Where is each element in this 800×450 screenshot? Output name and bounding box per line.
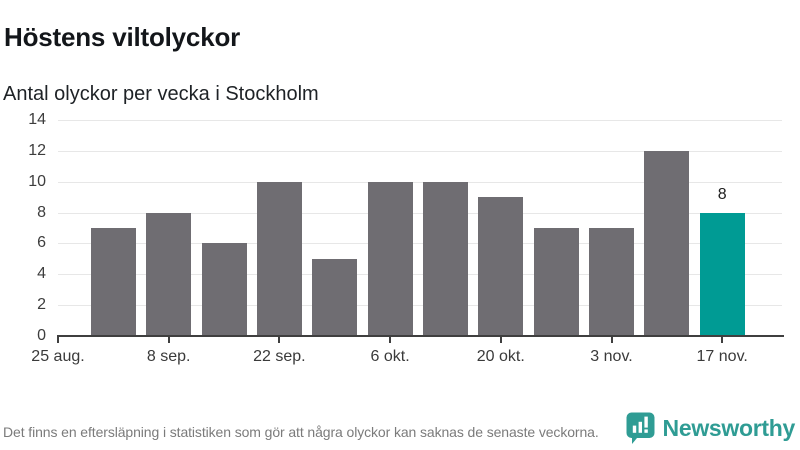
x-axis-line [57,335,784,337]
x-axis-tick-label: 17 nov. [696,348,748,365]
x-axis-tick [389,337,392,343]
y-axis-tick-label: 4 [37,265,46,283]
bar-week-1 [90,228,136,336]
chart-title: Höstens viltolyckor [4,22,241,53]
y-gridline [58,181,782,183]
bar-week-5 [312,258,358,336]
y-gridline [58,305,782,307]
x-axis-tick [167,337,170,343]
y-axis-tick-label: 12 [28,141,46,159]
x-axis-tick-label: 20 okt. [476,348,525,365]
bar-week-6 [367,181,413,336]
y-gridline [58,212,782,214]
x-axis-tick [278,337,281,343]
y-gridline [58,150,782,152]
x-axis-tick [610,337,613,343]
bar-week-7 [422,181,468,336]
x-axis-tick-label: 3 nov. [590,348,633,365]
y-gridline [58,243,782,245]
chart-subtitle: Antal olyckor per vecka i Stockholm [3,82,319,105]
bar-week-12 [699,212,745,336]
x-axis-tick [57,337,59,343]
bar-week-2 [146,212,192,336]
footnote: Det finns en eftersläpning i statistiken… [3,424,599,440]
bar-week-11 [644,150,690,336]
bar-chart: 0 2 4 6 8 10 12 14 8 25 aug. 8 sep. 22 sep. 6 okt. 20… [28,111,784,365]
y-axis-tick-label: 2 [37,296,46,314]
x-axis-tick-label: 6 okt. [370,348,410,365]
bar-week-8 [478,197,524,336]
y-axis-tick-label: 10 [28,172,46,190]
x-axis-tick [499,337,502,343]
y-axis-tick-label: 0 [37,327,46,344]
x-axis-tick-label: 25 aug. [31,348,85,365]
x-axis-tick-label: 22 sep. [253,348,306,365]
bar-week-10 [589,228,634,336]
highlight-value-label: 8 [717,185,727,203]
newsworthy-logo[interactable]: Newsworthy [626,411,795,445]
newsworthy-wordmark: Newsworthy [662,414,796,441]
newsworthy-bubble-chart-icon [626,412,656,445]
y-axis-tick-label: 6 [37,234,46,252]
y-gridline [58,274,782,276]
bar-week-3 [201,243,247,336]
x-axis-tick [721,337,724,343]
y-gridline [58,120,782,121]
bar-week-9 [533,228,579,336]
y-axis-tick-label: 14 [28,111,46,128]
bar-week-4 [256,181,302,336]
x-axis-tick-label: 8 sep. [146,348,191,365]
y-axis-tick-label: 8 [37,203,46,221]
